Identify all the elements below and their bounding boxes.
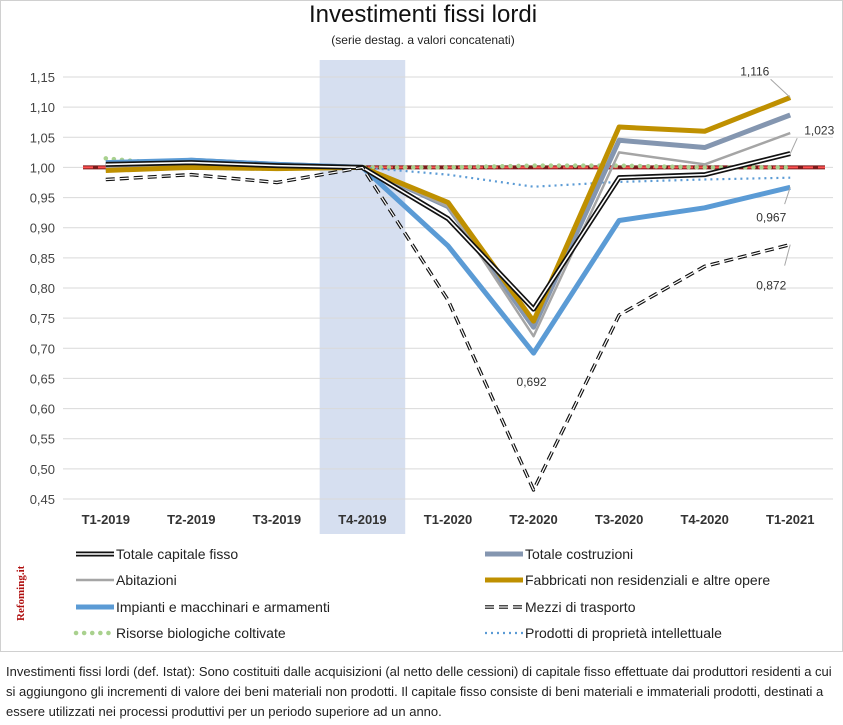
legend-item: Mezzi di trasporto: [485, 599, 636, 615]
legend-item: Risorse biologiche coltivate: [73, 625, 286, 641]
legend-item: Impianti e macchinari e armamenti: [76, 599, 330, 615]
data-label: 0,967: [756, 210, 786, 224]
series-line: [105, 95, 792, 324]
watermark: Refoming.it: [15, 565, 27, 621]
data-label: 1,116: [740, 64, 769, 78]
legend-item: Fabbricati non residenziali e altre oper…: [485, 572, 770, 588]
legend-label: Risorse biologiche coltivate: [116, 625, 286, 641]
x-tick-label: T3-2019: [253, 512, 301, 527]
legend-label: Mezzi di trasporto: [525, 599, 636, 615]
highlight-band: [319, 60, 406, 534]
chart-subtitle: (serie destag. a valori concatenati): [331, 33, 514, 47]
y-tick-label: 0,55: [30, 432, 55, 447]
footnote: Investimenti fissi lordi (def. Istat): S…: [6, 664, 832, 719]
x-tick-label: T4-2020: [680, 512, 728, 527]
y-tick-label: 1,15: [30, 70, 55, 85]
y-tick-label: 1,00: [30, 160, 55, 175]
legend-label: Fabbricati non residenziali e altre oper…: [525, 572, 770, 588]
data-label: 0,872: [756, 279, 786, 293]
x-tick-label: T2-2019: [167, 512, 215, 527]
chart-container: Investimenti fissi lordi (serie destag. …: [0, 0, 843, 652]
y-tick-label: 1,10: [30, 100, 55, 115]
chart-title: Investimenti fissi lordi: [309, 1, 537, 28]
annotation-leader: [789, 137, 798, 154]
legend-item: Abitazioni: [76, 572, 177, 588]
series-line-inner: [105, 152, 791, 310]
y-tick-label: 0,80: [30, 281, 55, 296]
x-tick-label: T1-2020: [424, 512, 472, 527]
series-line-inner: [105, 166, 791, 491]
x-tick-label: T4-2019: [338, 512, 386, 527]
x-tick-label: T1-2019: [82, 512, 130, 527]
y-tick-label: 0,45: [30, 492, 55, 507]
data-label: 1,023: [804, 124, 834, 138]
y-tick-label: 0,50: [30, 462, 55, 477]
y-tick-label: 0,70: [30, 341, 55, 356]
annotation-leader: [784, 244, 791, 266]
legend-label: Totale capitale fisso: [116, 546, 238, 562]
series-line: [105, 157, 791, 356]
x-tick-label: T1-2021: [766, 512, 814, 527]
legend-item: Prodotti di proprietà intellettuale: [485, 625, 722, 641]
line-chart: Investimenti fissi lordi (serie destag. …: [15, 1, 835, 641]
y-tick-label: 1,05: [30, 130, 55, 145]
annotation-leader: [770, 78, 791, 98]
x-tick-label: T2-2020: [509, 512, 557, 527]
annotation-leader: [784, 187, 791, 205]
y-tick-label: 0,90: [30, 221, 55, 236]
data-label: 0,692: [517, 375, 547, 389]
y-tick-label: 0,65: [30, 371, 55, 386]
legend-item: Totale capitale fisso: [76, 546, 238, 562]
x-tick-label: T3-2020: [595, 512, 643, 527]
y-tick-label: 0,75: [30, 311, 55, 326]
legend-label: Abitazioni: [116, 572, 177, 588]
y-tick-label: 0,95: [30, 191, 55, 206]
y-tick-label: 0,85: [30, 251, 55, 266]
legend-item: Totale costruzioni: [485, 546, 633, 562]
legend-label: Prodotti di proprietà intellettuale: [525, 625, 722, 641]
legend-label: Impianti e macchinari e armamenti: [116, 599, 330, 615]
legend-label: Totale costruzioni: [525, 546, 633, 562]
y-tick-label: 0,60: [30, 402, 55, 417]
